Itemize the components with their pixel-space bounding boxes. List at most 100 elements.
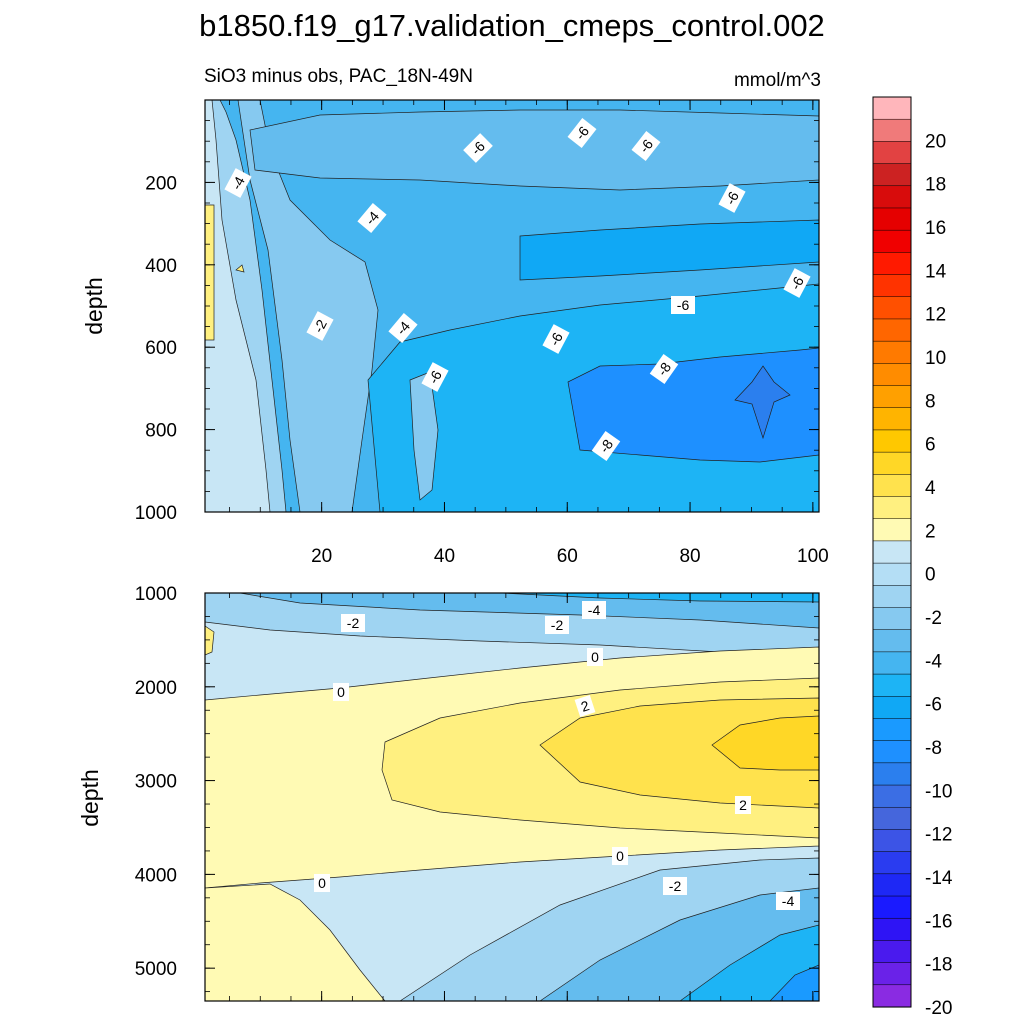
contour-label-text: -2: [669, 878, 682, 894]
y-tick-label: 600: [145, 338, 177, 359]
contour-label: 0: [314, 874, 330, 892]
y-tick-label: 2000: [135, 678, 177, 699]
contour-label-box: [649, 354, 679, 384]
contour-label-text: -2: [551, 617, 564, 633]
colorbar-tick-label: -4: [925, 651, 942, 672]
contour-label: 0: [612, 847, 628, 865]
colorbar-cell: [872, 895, 912, 919]
y-tick-label: 5000: [135, 959, 177, 980]
contour-label: -4: [776, 892, 800, 910]
lower-band-zero-deep: [205, 883, 386, 1001]
colorbar-cell: [872, 496, 912, 520]
contour-label-box: [735, 796, 751, 814]
colorbar-tick-label: -16: [925, 911, 952, 932]
lower-band-minus8-bottom: [769, 964, 819, 1001]
colorbar-tick-label: -14: [925, 868, 953, 889]
contour-label-box: [306, 311, 334, 341]
colorbar-cell: [872, 740, 912, 764]
colorbar-cell: [872, 696, 912, 720]
contour-label-text: 0: [318, 875, 326, 891]
colorbar-tick-label: -10: [925, 781, 952, 802]
y-tick-label: 1000: [135, 503, 177, 524]
contour-label: -2: [663, 877, 687, 895]
contour-label-text: -6: [677, 297, 690, 313]
contour-label-box: [567, 118, 597, 148]
colorbar-cell: [872, 917, 912, 941]
colorbar-cell: [872, 651, 912, 675]
contour-label-box: [574, 694, 596, 718]
contour-label-text: -4: [588, 602, 601, 618]
contour-label: -2: [306, 311, 334, 341]
contour-label-box: [663, 877, 687, 895]
colorbar-cell: [872, 451, 912, 475]
upper-x-axis: 20 40 60 80 100: [229, 100, 829, 567]
contour-label-box: [612, 847, 628, 865]
contour-label: -6: [718, 183, 746, 213]
colorbar-tick-label: 8: [925, 391, 936, 412]
colorbar-cell: [872, 518, 912, 542]
units-label: mmol/m^3: [734, 70, 821, 91]
lower-plot-frame: [204, 592, 820, 1002]
colorbar-cell: [872, 940, 912, 964]
colorbar: 20181614121086420-2-4-6-8-10-12-14-16-18…: [872, 96, 953, 1019]
y-tick-label: 1000: [135, 584, 177, 605]
contour-label-box: [333, 683, 349, 701]
contour-label: -8: [649, 354, 679, 384]
colorbar-cell: [872, 429, 912, 453]
y-tick-label: 4000: [135, 865, 177, 886]
colorbar-cell: [872, 540, 912, 564]
contour-label: -2: [341, 614, 365, 632]
colorbar-cell: [872, 318, 912, 342]
contour-label: -8: [591, 431, 621, 461]
colorbar-cell: [872, 163, 912, 187]
contour-label-box: [545, 616, 569, 634]
colorbar-tick-label: 18: [925, 175, 946, 196]
colorbar-cell: [872, 585, 912, 609]
colorbar-tick-label: -20: [925, 998, 952, 1019]
colorbar-cell: [872, 274, 912, 298]
colorbar-cell: [872, 562, 912, 586]
lower-y-axis-label: depth: [77, 769, 103, 827]
contour-label-text: -4: [782, 893, 795, 909]
colorbar-cell: [872, 607, 912, 631]
contour-label: 2: [574, 694, 596, 718]
colorbar-tick-label: 4: [925, 478, 936, 499]
contour-label-box: [718, 183, 746, 213]
contour-label: -6: [631, 131, 661, 161]
colorbar-frame: [872, 96, 912, 1008]
contour-label: -6: [542, 324, 570, 354]
colorbar-tick-label: 2: [925, 521, 936, 542]
contour-label-box: [591, 431, 621, 461]
lower-contour-labels: -2 -2 -4 0 0 2 2 0 0 -2 -4: [314, 601, 800, 910]
contour-label-box: [224, 168, 252, 198]
colorbar-cell: [872, 851, 912, 875]
colorbar-tick-label: -8: [925, 738, 942, 759]
y-tick-label: 400: [145, 256, 177, 277]
contour-label-text: 2: [739, 797, 747, 813]
colorbar-cell: [872, 673, 912, 697]
colorbar-cell: [872, 784, 912, 808]
contour-label-text: 0: [591, 649, 599, 665]
lower-band-minus4: [239, 593, 819, 629]
contour-label-box: [587, 648, 603, 666]
x-tick-label: 40: [434, 546, 455, 567]
colorbar-cell: [872, 363, 912, 387]
upper-contour-labels: -4-4-2 -4-6-6-6-6-6-6-6-8-8-6: [224, 118, 811, 461]
colorbar-cell: [872, 407, 912, 431]
colorbar-cell: [872, 96, 912, 120]
colorbar-cell: [872, 629, 912, 653]
x-tick-label: 60: [557, 546, 578, 567]
colorbar-cell: [872, 207, 912, 231]
y-tick-label: 3000: [135, 772, 177, 793]
colorbar-cell: [872, 474, 912, 498]
colorbar-tick-label: 14: [925, 261, 947, 282]
contour-label-box: [421, 362, 449, 392]
upper-band-plus0-edge: [205, 204, 215, 341]
x-tick-label: 80: [679, 546, 700, 567]
colorbar-cell: [872, 984, 912, 1008]
contour-label: -6: [567, 118, 597, 148]
contour-label-box: [631, 131, 661, 161]
colorbar-tick-label: -18: [925, 955, 952, 976]
colorbar-cell: [872, 141, 912, 165]
